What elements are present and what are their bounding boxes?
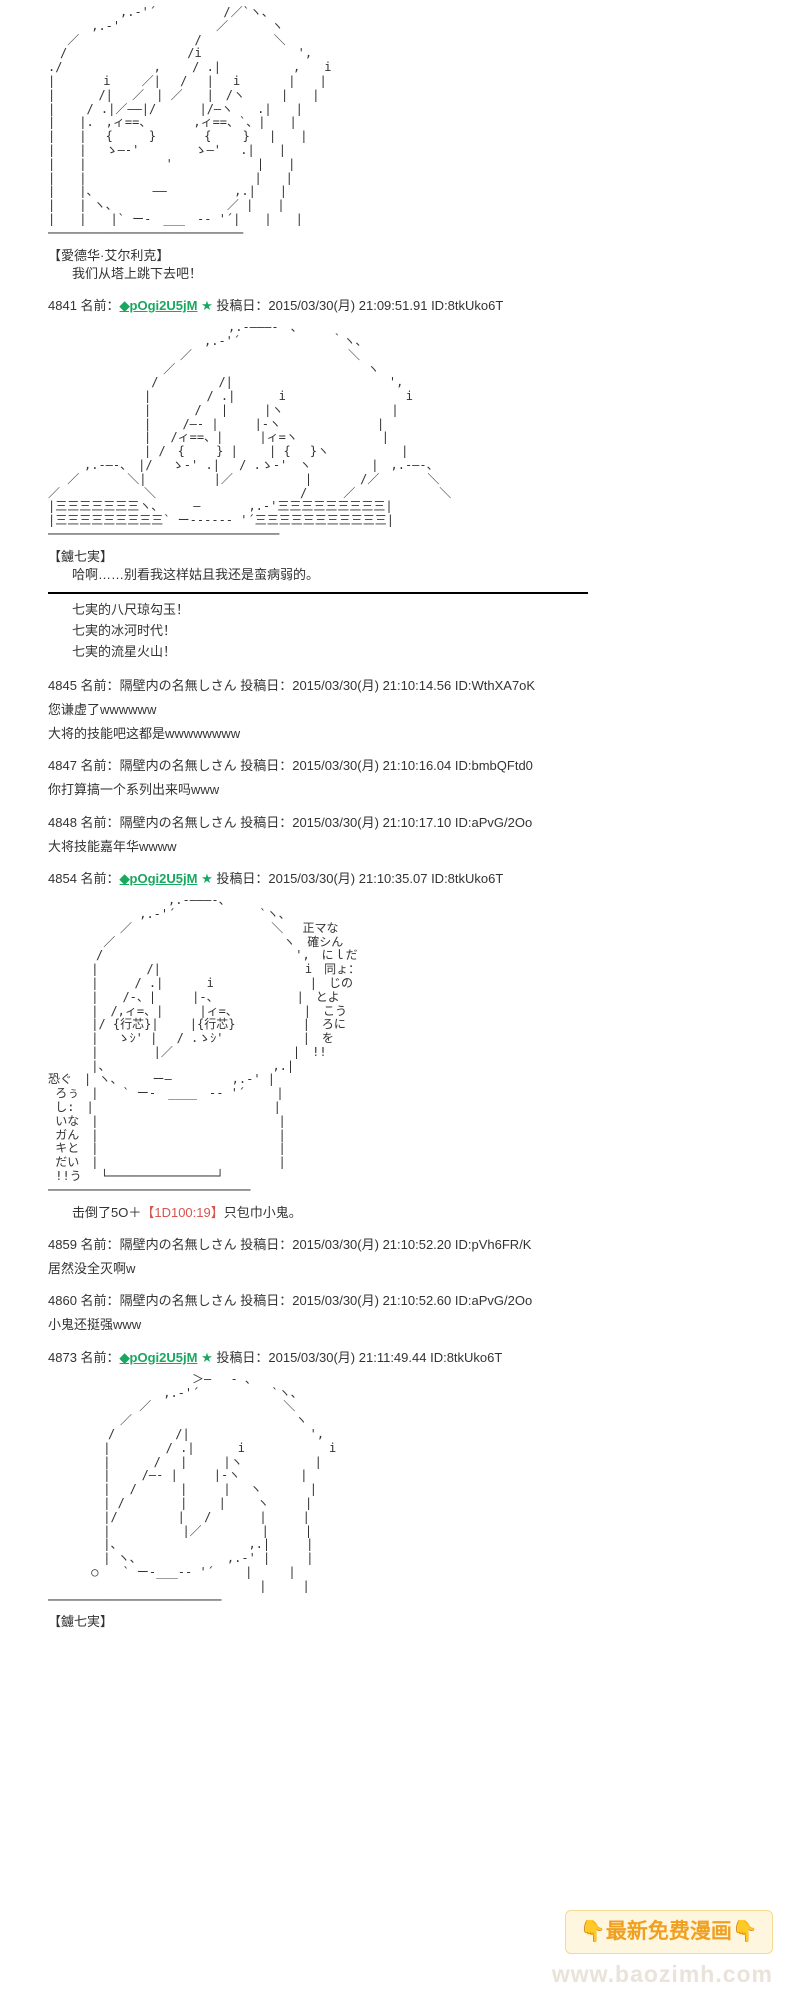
post-date: 2015/03/30(月) xyxy=(268,871,355,886)
name-label: 名前： xyxy=(81,758,120,773)
post-time: 21:10:52.60 xyxy=(383,1293,452,1308)
name-label: 名前： xyxy=(81,1293,120,1308)
tripcode-link[interactable]: ◆pOgi2U5jM xyxy=(120,1350,198,1365)
name-label: 名前： xyxy=(81,1237,120,1252)
post-header-4873: 4873 名前：◆pOgi2U5jM ★ 投稿日：2015/03/30(月) 2… xyxy=(48,1349,793,1367)
name-label: 名前： xyxy=(81,815,120,830)
post-time: 21:11:49.44 xyxy=(359,1350,427,1365)
post-id: ID:8tkUko6T xyxy=(430,1350,502,1365)
tripcode-link[interactable]: ◆pOgi2U5jM xyxy=(120,298,198,313)
post-id: ID:aPvG/2Oo xyxy=(455,815,532,830)
post-header-4860: 4860 名前：隔壁内の名無しさん 投稿日：2015/03/30(月) 21:1… xyxy=(48,1292,793,1310)
post-id: ID:WthXA7oK xyxy=(455,678,535,693)
comment-body: 小鬼还挺强www xyxy=(48,1316,793,1334)
post-name: 隔壁内の名無しさん xyxy=(120,1237,237,1252)
skill-item: 七実的流星火山！ xyxy=(72,642,793,663)
post-date: 2015/03/30(月) xyxy=(292,1237,379,1252)
post-name: 隔壁内の名無しさん xyxy=(120,815,237,830)
post-header-4854: 4854 名前：◆pOgi2U5jM ★ 投稿日：2015/03/30(月) 2… xyxy=(48,870,793,888)
post-id: ID:8tkUko6T xyxy=(431,298,503,313)
post-time: 21:10:16.04 xyxy=(383,758,452,773)
watermark: 👇最新免费漫画👇 www.baozimh.com xyxy=(552,1910,773,1990)
name-label: 名前： xyxy=(81,1350,120,1365)
post-num: 4841 xyxy=(48,298,77,313)
speaker-label-4: 【鑢七実】 xyxy=(48,1613,793,1631)
post-name: 隔壁内の名無しさん xyxy=(120,758,237,773)
ascii-art-2: ,.-―――- 、 ,.-'´ ｀ヽ、 ／ ＼ ／ ヽ / /| ', | / … xyxy=(48,321,793,542)
post-id: ID:bmbQFtd0 xyxy=(455,758,533,773)
post-time: 21:10:17.10 xyxy=(383,815,452,830)
speaker-label-1: 【愛德华·艾尔利克】 xyxy=(48,247,793,265)
post-time: 21:09:51.91 xyxy=(359,298,428,313)
post-num: 4873 xyxy=(48,1350,77,1365)
post-label: 投稿日： xyxy=(240,1237,292,1252)
post-date: 2015/03/30(月) xyxy=(292,1293,379,1308)
post-id: ID:pVh6FR/K xyxy=(455,1237,532,1252)
dialogue-2: 哈啊……别看我这样姑且我还是蛮病弱的。 xyxy=(48,566,793,584)
post-num: 4860 xyxy=(48,1293,77,1308)
post-header-4845: 4845 名前：隔壁内の名無しさん 投稿日：2015/03/30(月) 21:1… xyxy=(48,677,793,695)
battle-result: 击倒了5O＋【1D100:19】只包巾小鬼。 xyxy=(48,1204,793,1222)
ascii-art-1: ,.-'´ /／`ヽ、 ,.-' ／ ヽ ／ / ＼ / /i ', ./ , … xyxy=(48,6,793,241)
post-id: ID:aPvG/2Oo xyxy=(455,1293,532,1308)
result-prefix: 击倒了5O＋ xyxy=(72,1205,141,1220)
result-suffix: 只包巾小鬼。 xyxy=(224,1205,302,1220)
name-label: 名前： xyxy=(81,871,120,886)
watermark-banner: 👇最新免费漫画👇 xyxy=(565,1910,773,1953)
post-date: 2015/03/30(月) xyxy=(292,815,379,830)
star-icon: ★ xyxy=(201,871,213,886)
ascii-art-3: ,.-―――-、 ,.-'´ `ヽ、 ／ ＼ 正マな ／ ヽ 確シん / ', … xyxy=(48,894,793,1198)
dice-roll: 【1D100:19】 xyxy=(141,1205,223,1220)
skill-item: 七実的冰河时代！ xyxy=(72,621,793,642)
skill-list: 七実的八尺琼勾玉！ 七実的冰河时代！ 七実的流星火山！ xyxy=(48,600,793,662)
post-time: 21:10:52.20 xyxy=(383,1237,452,1252)
star-icon: ★ xyxy=(201,1350,213,1365)
skill-item: 七実的八尺琼勾玉！ xyxy=(72,600,793,621)
post-num: 4848 xyxy=(48,815,77,830)
post-date: 2015/03/30(月) xyxy=(292,758,379,773)
divider xyxy=(48,592,588,594)
post-header-4841: 4841 名前：◆pOgi2U5jM ★ 投稿日：2015/03/30(月) 2… xyxy=(48,297,793,315)
star-icon: ★ xyxy=(201,298,213,313)
name-label: 名前： xyxy=(81,298,120,313)
post-date: 2015/03/30(月) xyxy=(268,298,355,313)
post-num: 4847 xyxy=(48,758,77,773)
post-label: 投稿日： xyxy=(240,678,292,693)
post-label: 投稿日： xyxy=(216,871,268,886)
post-num: 4854 xyxy=(48,871,77,886)
comment-body: 您谦虚了wwwwww xyxy=(48,701,793,719)
post-header-4847: 4847 名前：隔壁内の名無しさん 投稿日：2015/03/30(月) 21:1… xyxy=(48,757,793,775)
comment-body: 你打算搞一个系列出来吗www xyxy=(48,781,793,799)
post-time: 21:10:35.07 xyxy=(359,871,428,886)
post-label: 投稿日： xyxy=(240,815,292,830)
post-label: 投稿日： xyxy=(240,758,292,773)
watermark-url: www.baozimh.com xyxy=(552,1958,773,1990)
post-time: 21:10:14.56 xyxy=(383,678,452,693)
comment-body: 居然没全灭啊w xyxy=(48,1260,793,1278)
dialogue-1: 我们从塔上跳下去吧！ xyxy=(48,265,793,283)
post-name: 隔壁内の名無しさん xyxy=(120,1293,237,1308)
tripcode-link[interactable]: ◆pOgi2U5jM xyxy=(120,871,198,886)
post-label: 投稿日： xyxy=(216,1350,268,1365)
ascii-art-4: ＞― - 、 ,.-'´ `ヽ、 ／ ＼ ／ ヽ / /| ', | / .| … xyxy=(48,1373,793,1608)
post-header-4859: 4859 名前：隔壁内の名無しさん 投稿日：2015/03/30(月) 21:1… xyxy=(48,1236,793,1254)
comment-body: 大将技能嘉年华wwww xyxy=(48,838,793,856)
post-name: 隔壁内の名無しさん xyxy=(120,678,237,693)
post-date: 2015/03/30(月) xyxy=(268,1350,355,1365)
name-label: 名前： xyxy=(81,678,120,693)
post-label: 投稿日： xyxy=(240,1293,292,1308)
comment-body: 大将的技能吧这都是wwwwwwww xyxy=(48,725,793,743)
post-num: 4859 xyxy=(48,1237,77,1252)
post-date: 2015/03/30(月) xyxy=(292,678,379,693)
post-id: ID:8tkUko6T xyxy=(431,871,503,886)
post-num: 4845 xyxy=(48,678,77,693)
post-label: 投稿日： xyxy=(216,298,268,313)
post-header-4848: 4848 名前：隔壁内の名無しさん 投稿日：2015/03/30(月) 21:1… xyxy=(48,814,793,832)
speaker-label-2: 【鑢七実】 xyxy=(48,548,793,566)
